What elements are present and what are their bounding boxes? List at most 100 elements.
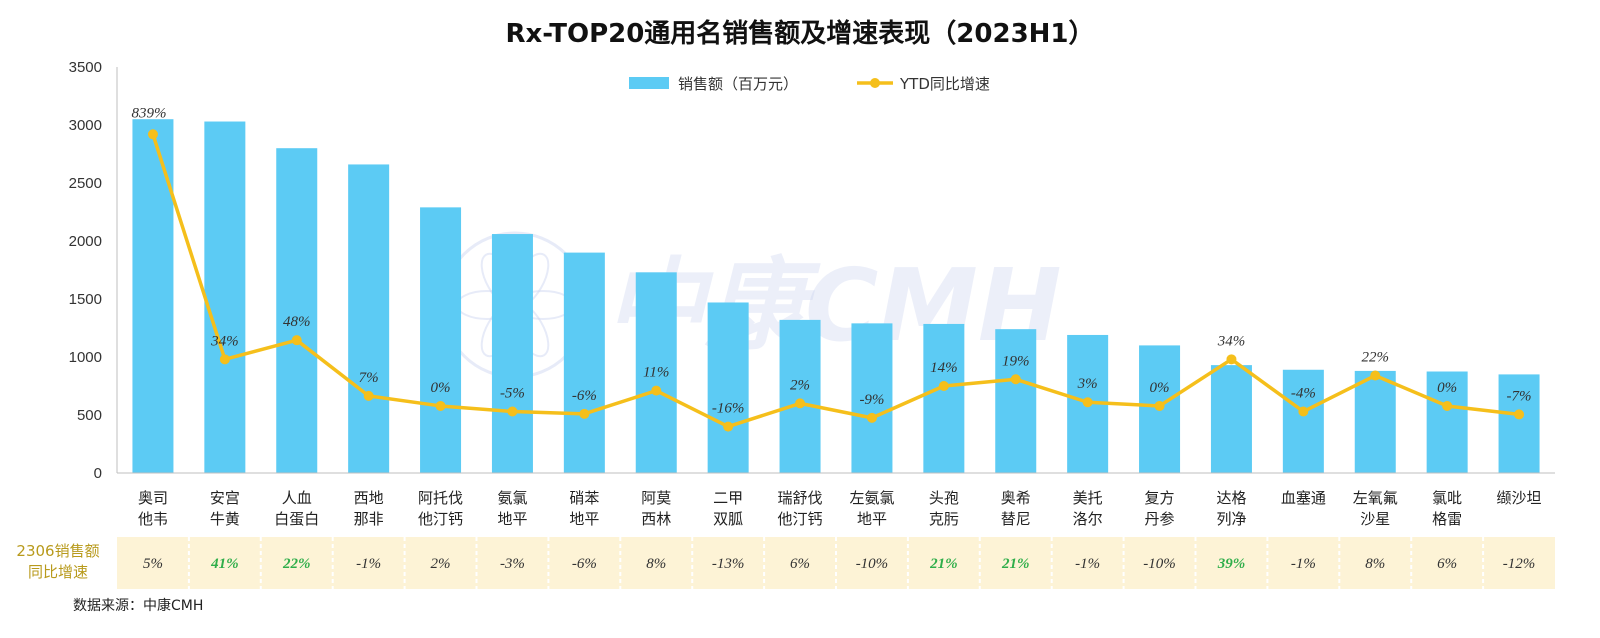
yoy-value: -13% [712,556,745,572]
legend-swatch-bar [629,77,669,89]
x-axis: 奥司他韦 安宫牛黄 人血白蛋白 西地那非 阿托伐他汀钙 氨氯地平 硝苯地平 阿莫西林 二甲双胍 瑞… [117,472,1555,528]
bar [420,207,462,474]
data-label: 0% [1437,380,1457,396]
x-category-label: 血塞通 [1281,489,1326,507]
yoy-value: -1% [1291,556,1316,572]
yoy-value: -12% [1503,556,1536,572]
yoy-value: -10% [1143,556,1176,572]
line-point [363,390,374,401]
yoy-value: -6% [572,556,597,572]
yoy-value: 41% [210,556,239,572]
x-category-label: 复方丹参 [1145,489,1175,528]
x-category-label: 奥司他韦 [138,489,168,528]
y-tick-label: 2000 [69,233,102,250]
yoy-value: 5% [143,556,163,572]
x-category-label: 氯吡格雷 [1432,489,1462,528]
yoy-value: 21% [1001,556,1030,572]
x-category-label: 人血白蛋白 [274,489,319,528]
data-label: 0% [431,380,451,396]
line-series: 839% 34% 48% 7% 0% -5% -6% 11% -16% 2% -9% 14% 19% 3%… [131,105,1532,432]
data-label: 3% [1077,376,1098,392]
bar [276,148,318,473]
line-point [1298,406,1309,417]
yoy-value: 6% [1437,556,1457,572]
y-tick-label: 1000 [69,349,102,366]
line-point [1514,409,1525,420]
x-category-label: 头孢克肟 [929,489,959,528]
legend: 销售额（百万元） YTD同比增速 [629,75,990,93]
bar [1354,370,1396,473]
x-category-label: 美托洛尔 [1073,489,1103,528]
data-label: 14% [930,360,958,376]
x-category-label: 阿托伐他汀钙 [418,489,463,528]
y-tick-label: 3500 [69,59,102,76]
line-point [651,385,662,396]
y-tick-label: 2500 [69,175,102,192]
x-category-label: 阿莫西林 [641,489,671,528]
yoy-value: 21% [929,556,958,572]
data-label: 34% [1217,333,1246,349]
x-category-label: 二甲双胍 [713,489,743,528]
watermark: 中康CMH [441,231,1062,379]
y-tick-label: 1500 [69,291,102,308]
bar [995,329,1037,473]
data-label: 19% [1002,353,1030,369]
data-label: 839% [131,105,166,121]
line-point [219,354,230,365]
line-point [866,412,877,423]
y-axis: 0 500 1000 1500 2000 2500 3000 3500 [69,59,118,482]
source-note: 数据来源：中康CMH [73,597,203,614]
bar [1426,371,1468,473]
yoy-value: 6% [790,556,810,572]
bar [635,272,677,473]
y-tick-label: 0 [94,465,102,482]
data-label: -4% [1291,386,1316,402]
bar [779,319,821,473]
yoy-value: -3% [500,556,525,572]
line-point [795,398,806,409]
watermark-text: 中康CMH [605,247,1062,364]
data-label: 34% [210,333,239,349]
data-label: 48% [283,314,311,330]
legend-label-line: YTD同比增速 [899,75,990,93]
yoy-value: 39% [1217,556,1246,572]
bar [132,119,174,473]
bar [204,121,246,474]
y-tick-label: 500 [77,407,102,424]
line-point [579,408,590,419]
yoy-row-title: 2306销售额同比增速 [16,542,99,581]
data-label: -5% [500,386,525,402]
line-path [151,133,1520,429]
data-label: 11% [643,365,669,381]
bar [491,234,533,473]
yoy-value: 2% [431,556,451,572]
legend-marker-line [870,78,880,88]
line-point [938,381,949,391]
data-label: -16% [712,401,745,417]
data-label: -7% [1507,388,1532,404]
line-point [723,421,734,432]
x-category-label: 氨氯地平 [497,489,527,528]
line-point [291,335,302,346]
x-category-label: 安宫牛黄 [210,489,240,528]
bar [1282,369,1324,473]
y-tick-label: 3000 [69,117,102,134]
x-category-label: 左氧氟沙星 [1353,489,1398,528]
line-point [147,129,158,140]
line-point [435,400,446,411]
chart-title: Rx-TOP20通用名销售额及增速表现（2023H1） [505,18,1094,49]
line-point [1442,400,1453,411]
yoy-value: 22% [282,556,311,572]
bar [851,323,893,473]
yoy-row: 2306销售额同比增速 5% 41% 22% -1% 2% -3% -6% 8% -13% 6% -1… [16,537,1555,589]
x-category-label: 缬沙坦 [1497,489,1542,507]
x-category-label: 奥希替尼 [1001,489,1031,528]
line-point [1010,374,1021,385]
x-category-label: 瑞舒伐他汀钙 [778,489,823,528]
yoy-value: 8% [1365,556,1385,572]
bar [563,252,605,473]
line-point [1154,400,1165,411]
line-point [1226,354,1237,365]
yoy-value: -1% [1075,556,1100,572]
